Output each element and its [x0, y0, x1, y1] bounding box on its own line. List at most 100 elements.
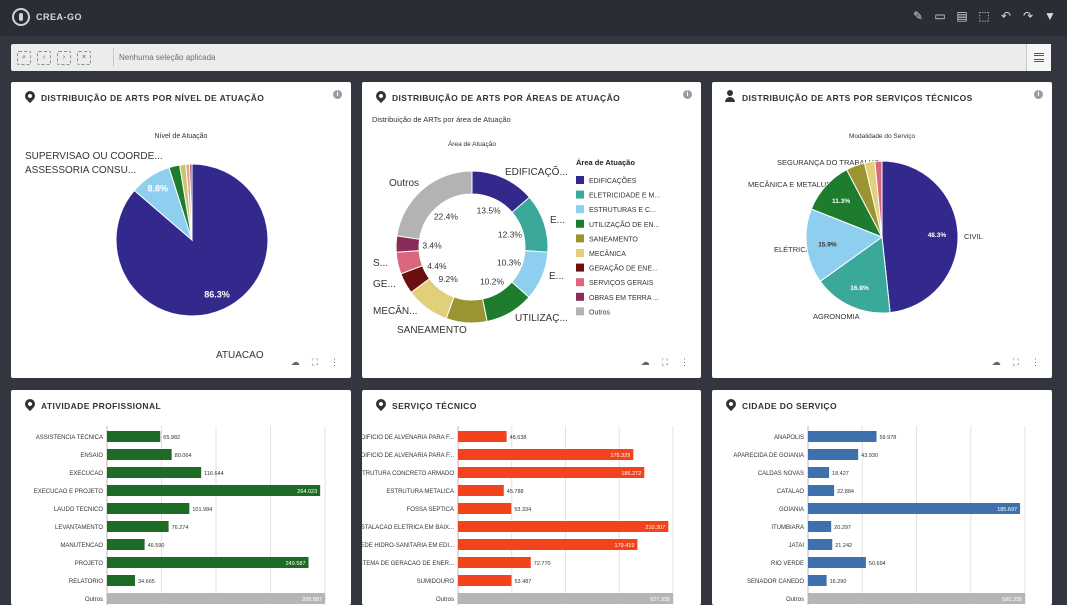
download-icon[interactable]: ☁: [290, 357, 300, 367]
bar[interactable]: [808, 557, 866, 568]
slice-value-label: 15.9%: [818, 242, 837, 249]
bar[interactable]: [458, 503, 512, 514]
bar[interactable]: [458, 521, 669, 532]
bar-value-label: 101.984: [192, 507, 212, 513]
forward-icon[interactable]: ↷: [1022, 9, 1034, 23]
bar[interactable]: [458, 431, 507, 442]
expand-icon[interactable]: ⛶: [661, 357, 668, 367]
bar[interactable]: [107, 449, 172, 460]
pie-slice[interactable]: [819, 236, 891, 314]
bar[interactable]: [458, 575, 512, 586]
category-label: RELATORIO: [69, 579, 103, 585]
step-forward-icon[interactable]: ›: [57, 50, 71, 65]
category-label: INSTALACAO ELETRICA EM BAIX...: [362, 525, 454, 531]
app-logo-icon[interactable]: [12, 8, 30, 26]
legend-item[interactable]: EDIFICAÇÕES: [589, 176, 637, 185]
wand-icon[interactable]: ✎: [912, 9, 924, 23]
select-icon[interactable]: ⬚: [978, 9, 990, 23]
slice-value-label: 12.3%: [498, 229, 523, 239]
map-pin-icon: [723, 396, 739, 412]
pie-slice[interactable]: [881, 160, 959, 314]
bar[interactable]: [458, 467, 645, 478]
legend-item[interactable]: ELETRICIDADE E M...: [589, 193, 660, 200]
legend-item[interactable]: Outros: [589, 309, 611, 316]
bookmark-icon[interactable]: ▤: [956, 9, 968, 23]
legend-item[interactable]: OBRAS EM TERRA ...: [589, 295, 659, 302]
legend-item[interactable]: ESTRUTURAS E C...: [589, 207, 656, 214]
bar[interactable]: [808, 503, 1021, 514]
more-icon[interactable]: ⋮: [1031, 357, 1040, 367]
smart-search-icon[interactable]: ⌕: [17, 50, 31, 65]
bar[interactable]: [107, 539, 145, 550]
bar[interactable]: [808, 575, 827, 586]
pie-outer-label: CIVIL: [964, 232, 983, 241]
bar[interactable]: [808, 467, 830, 478]
category-label: PROJETO: [75, 561, 104, 567]
pie-slice[interactable]: [189, 163, 193, 241]
bar-chart-servico-tecnico[interactable]: EDIFICIO DE ALVENARIA PARA F... 48.638 EDI…: [362, 426, 701, 605]
bar[interactable]: [107, 557, 309, 568]
slice-value-label: 10.2%: [480, 277, 505, 287]
download-icon[interactable]: ☁: [640, 357, 650, 367]
legend-item[interactable]: SANEAMENTO: [589, 236, 638, 243]
pie-slice[interactable]: [396, 170, 473, 240]
bar[interactable]: [458, 593, 673, 604]
info-icon[interactable]: i: [333, 90, 342, 99]
more-icon[interactable]: ⋮: [680, 357, 689, 367]
pie-slice[interactable]: [805, 208, 884, 282]
presentation-icon[interactable]: ▭: [934, 9, 946, 23]
expand-icon[interactable]: ⛶: [311, 357, 318, 367]
bar[interactable]: [808, 521, 832, 532]
donut-chart-areas[interactable]: Área de Atuação Área de Atuação EDIFICAÇ…: [362, 132, 701, 372]
category-label: EXECUCAO E PROJETO: [34, 489, 104, 495]
bar-value-label: 22.884: [837, 489, 854, 495]
card-servico-tecnico: SERVIÇO TÉCNICO EDIFICIO DE ALVENARIA PA…: [362, 390, 701, 605]
bar[interactable]: [458, 539, 638, 550]
bar-value-label: 53.487: [514, 579, 531, 585]
category-label: Outros: [786, 597, 804, 603]
category-label: ITUMBIARA: [771, 525, 804, 531]
expand-icon[interactable]: ⛶: [1012, 357, 1019, 367]
selections-menu-button[interactable]: [1026, 44, 1051, 71]
step-back-icon[interactable]: ‹: [37, 50, 51, 65]
pie-outer-label: SEGURANÇA DO TRABALHO: [777, 158, 880, 167]
pie-slice[interactable]: [874, 160, 883, 238]
bar[interactable]: [458, 449, 634, 460]
info-icon[interactable]: i: [1034, 90, 1043, 99]
bar[interactable]: [107, 467, 202, 478]
pie-chart-nivel[interactable]: Nível de Atuação SUPERVISAO OU COORDE...…: [11, 122, 351, 372]
bar[interactable]: [107, 521, 169, 532]
bar[interactable]: [458, 485, 504, 496]
chart-title: Nível de Atuação: [155, 133, 208, 140]
legend-item[interactable]: GERAÇÃO DE ENE...: [589, 264, 658, 273]
legend-item[interactable]: UTILIZAÇÃO DE EN...: [589, 220, 659, 229]
bar[interactable]: [808, 431, 877, 442]
legend-item[interactable]: SERVIÇOS GERAIS: [589, 280, 654, 287]
category-label: EDIFICIO DE ALVENARIA PARA F...: [362, 453, 454, 459]
pie-chart-servicos[interactable]: Modalidade do Serviço CIVIL AGRONOMIA EL…: [712, 122, 1052, 372]
bar-chart-atividade[interactable]: ASSISTENCIA TECNICA 65.982 ENSAIO 80.064 EXE…: [11, 426, 351, 605]
bar[interactable]: [107, 593, 325, 604]
back-icon[interactable]: ↶: [1000, 9, 1012, 23]
bar-value-label: 927.338: [650, 597, 670, 603]
clear-selections-icon[interactable]: ×: [77, 50, 91, 65]
more-icon[interactable]: ⋮: [330, 357, 339, 367]
bar[interactable]: [458, 557, 531, 568]
bar[interactable]: [808, 593, 1025, 604]
filter-icon[interactable]: ▼: [1044, 9, 1056, 23]
bar-value-label: 288.887: [302, 597, 322, 603]
info-icon[interactable]: i: [683, 90, 692, 99]
legend-item[interactable]: MECÂNICA: [589, 249, 626, 258]
bar-chart-cidade[interactable]: ANAPOLIS 59.978 APARECIDA DE GOIANIA 43.930…: [712, 426, 1052, 605]
bar[interactable]: [107, 485, 321, 496]
bar[interactable]: [808, 539, 833, 550]
bar[interactable]: [107, 575, 135, 586]
bar-value-label: 16.290: [830, 579, 847, 585]
slice-value-label: 22.4%: [434, 212, 459, 222]
download-icon[interactable]: ☁: [991, 357, 1001, 367]
pie-slices: [115, 163, 269, 317]
bar[interactable]: [107, 503, 190, 514]
bar[interactable]: [107, 431, 161, 442]
bar[interactable]: [808, 449, 859, 460]
bar[interactable]: [808, 485, 835, 496]
